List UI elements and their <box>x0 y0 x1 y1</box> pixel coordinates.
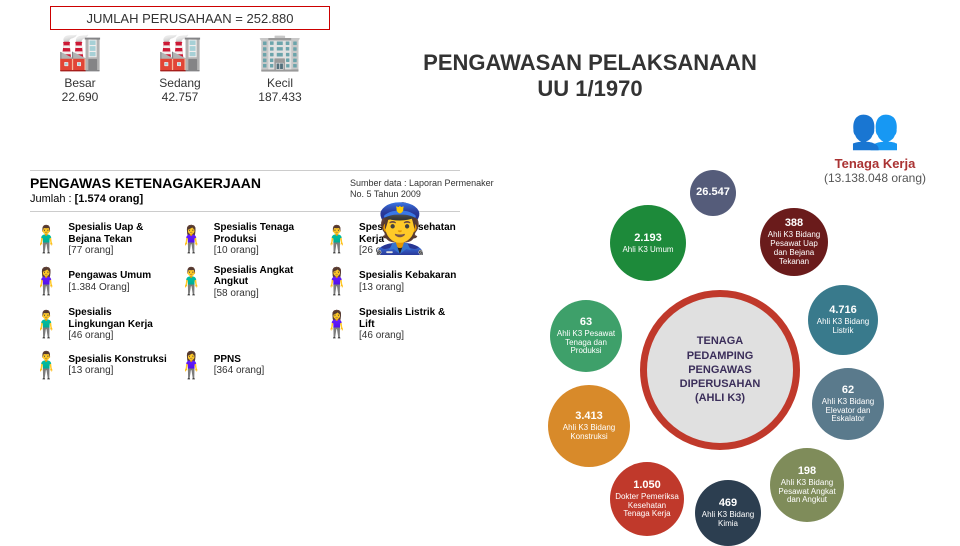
supervisor-count: [77 orang] <box>68 245 169 257</box>
bubble-label: Ahli K3 Bidang Pesawat Uap dan Bejana Te… <box>764 231 824 266</box>
bubble-label: Ahli K3 Bidang Listrik <box>812 318 874 336</box>
person-icon: 🧍‍♂️ <box>321 224 353 255</box>
bubble-node: 1.050 Dokter Pemeriksa Kesehatan Tenaga … <box>610 462 684 536</box>
bubble-number: 388 <box>785 217 803 229</box>
supervisor-name: PPNS <box>214 354 265 366</box>
bubble-label: Ahli K3 Pesawat Tenaga dan Produksi <box>554 330 618 356</box>
supervisor-title: PENGAWAS KETENAGAKERJAAN <box>30 175 460 191</box>
bubble-diagram: TENAGA PEDAMPING PENGAWAS DIPERUSAHAN (A… <box>500 170 940 530</box>
bubble-label: Ahli K3 Bidang Konstruksi <box>552 424 626 442</box>
bubble-node: 4.716 Ahli K3 Bidang Listrik <box>808 285 878 355</box>
center-circle: TENAGA PEDAMPING PENGAWAS DIPERUSAHAN (A… <box>640 290 800 450</box>
bubble-number: 4.716 <box>829 304 857 316</box>
title-line2: UU 1/1970 <box>537 76 642 101</box>
supervisor-name: Spesialis Angkat Angkut <box>214 265 315 288</box>
supervisor-item: 🧍‍♂️ Spesialis Angkat Angkut [58 orang] <box>175 265 314 300</box>
bubble-number: 1.050 <box>633 479 661 491</box>
person-icon: 🧍‍♂️ <box>30 350 62 381</box>
supervisor-name: Spesialis Lingkungan Kerja <box>68 307 169 330</box>
factory-item: 🏭 Sedang 42.757 <box>158 34 203 104</box>
supervisor-item: 🧍‍♀️ Pengawas Umum [1.384 Orang] <box>30 265 169 300</box>
factory-row: 🏭 Besar 22.690🏭 Sedang 42.757🏢 Kecil 187… <box>30 34 330 104</box>
factory-item: 🏭 Besar 22.690 <box>58 34 103 104</box>
supervisor-count: [46 orang] <box>68 330 169 342</box>
supervisor-count: [46 orang] <box>359 330 460 342</box>
bubble-node: 469 Ahli K3 Bidang Kimia <box>695 480 761 546</box>
supervisor-count: [1.384 Orang] <box>68 282 151 294</box>
bubble-label: Ahli K3 Bidang Pesawat Angkat dan Angkut <box>774 479 840 505</box>
main-title: PENGAWASAN PELAKSANAAN UU 1/1970 <box>370 50 810 103</box>
supervisor-count: [364 orang] <box>214 365 265 377</box>
bubble-number: 469 <box>719 497 737 509</box>
bubble-node: 3.413 Ahli K3 Bidang Konstruksi <box>548 385 630 467</box>
factory-value: 22.690 <box>58 90 103 104</box>
supervisor-item: 🧍‍♀️ PPNS [364 orang] <box>175 350 314 381</box>
factory-value: 42.757 <box>158 90 203 104</box>
supervisor-name: Spesialis Uap & Bejana Tekan <box>68 222 169 245</box>
supervisor-item: 🧍‍♀️ Spesialis Listrik & Lift [46 orang] <box>321 307 460 342</box>
person-icon: 🧍‍♂️ <box>30 309 62 340</box>
workers-icon: 👥 <box>810 105 940 152</box>
officer-icon: 👮 <box>370 200 430 257</box>
supervisor-name: Pengawas Umum <box>68 270 151 282</box>
supervisor-item: 🧍‍♀️ Spesialis Kebakaran [13 orang] <box>321 265 460 300</box>
factory-label: Besar <box>58 76 103 90</box>
factory-icon: 🏭 <box>158 34 203 70</box>
person-icon: 🧍‍♀️ <box>30 266 62 297</box>
bubble-node: 2.193 Ahli K3 Umum <box>610 205 686 281</box>
factory-icon: 🏢 <box>258 34 303 70</box>
factory-item: 🏢 Kecil 187.433 <box>258 34 303 104</box>
person-icon: 🧍‍♀️ <box>175 224 207 255</box>
bubble-node: 62 Ahli K3 Bidang Elevator dan Eskalator <box>812 368 884 440</box>
supervisor-name: Spesialis Konstruksi <box>68 354 166 366</box>
supervisor-count: [13 orang] <box>68 365 166 377</box>
supervisor-item: 🧍‍♀️ Spesialis Tenaga Produksi [10 orang… <box>175 222 314 257</box>
bubble-label: Ahli K3 Bidang Kimia <box>699 511 757 529</box>
factory-icon: 🏭 <box>58 34 103 70</box>
supervisor-name: Spesialis Tenaga Produksi <box>214 222 315 245</box>
bubble-number: 3.413 <box>575 410 603 422</box>
company-count-header: JUMLAH PERUSAHAAN = 252.880 <box>50 6 330 30</box>
person-icon: 🧍‍♀️ <box>321 309 353 340</box>
bubble-label: Dokter Pemeriksa Kesehatan Tenaga Kerja <box>614 493 680 519</box>
supervisor-name: Spesialis Kebakaran <box>359 270 456 282</box>
person-icon: 🧍‍♀️ <box>321 266 353 297</box>
bubble-node: 63 Ahli K3 Pesawat Tenaga dan Produksi <box>550 300 622 372</box>
bubble-label: Ahli K3 Umum <box>622 246 673 255</box>
supervisor-item: 🧍‍♂️ Spesialis Konstruksi [13 orang] <box>30 350 169 381</box>
tenaga-label: Tenaga Kerja <box>810 156 940 171</box>
person-icon: 🧍‍♂️ <box>30 224 62 255</box>
supervisor-count: [10 orang] <box>214 245 315 257</box>
factory-label: Kecil <box>258 76 303 90</box>
bubble-node: 26.547 <box>690 170 736 216</box>
bubble-node: 198 Ahli K3 Bidang Pesawat Angkat dan An… <box>770 448 844 522</box>
bubble-number: 62 <box>842 384 854 396</box>
person-icon: 🧍‍♀️ <box>175 350 207 381</box>
supervisor-item <box>175 307 314 342</box>
bubble-number: 2.193 <box>634 232 662 244</box>
person-icon: 🧍‍♂️ <box>175 266 207 297</box>
supervisor-item: 🧍‍♂️ Spesialis Lingkungan Kerja [46 oran… <box>30 307 169 342</box>
factory-label: Sedang <box>158 76 203 90</box>
bubble-number: 26.547 <box>696 186 730 198</box>
bubble-number: 63 <box>580 316 592 328</box>
supervisor-item: 🧍‍♂️ Spesialis Uap & Bejana Tekan [77 or… <box>30 222 169 257</box>
supervisor-name: Spesialis Listrik & Lift <box>359 307 460 330</box>
supervisor-count: [58 orang] <box>214 288 315 300</box>
supervisor-count: [13 orang] <box>359 282 456 294</box>
factory-value: 187.433 <box>258 90 303 104</box>
title-line1: PENGAWASAN PELAKSANAAN <box>423 50 757 75</box>
bubble-label: Ahli K3 Bidang Elevator dan Eskalator <box>816 398 880 424</box>
bubble-node: 388 Ahli K3 Bidang Pesawat Uap dan Bejan… <box>760 208 828 276</box>
bubble-number: 198 <box>798 465 816 477</box>
